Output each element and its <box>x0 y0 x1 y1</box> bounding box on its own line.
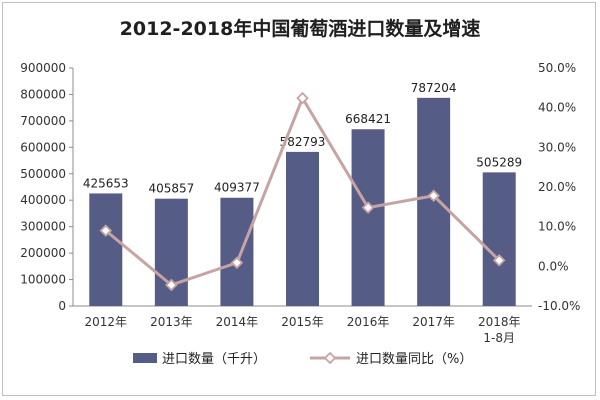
bar-value-label: 668421 <box>345 112 391 126</box>
x-tick-label: 2015年 <box>281 315 324 329</box>
bar <box>89 193 123 306</box>
left-tick-label: 600000 <box>20 140 66 154</box>
right-tick-label: 10.0% <box>538 220 576 234</box>
growth-point <box>361 201 375 214</box>
growth-point <box>99 224 113 237</box>
legend-line-marker <box>323 351 337 365</box>
right-tick-label: 20.0% <box>538 180 576 194</box>
bar-value-label: 409377 <box>214 181 260 195</box>
x-tick-label: 2012年 <box>85 315 128 329</box>
bar-value-label: 425653 <box>83 176 129 190</box>
left-tick-label: 400000 <box>20 193 66 207</box>
x-tick-label: 2016年 <box>347 315 390 329</box>
left-tick-label: 0 <box>58 299 66 313</box>
x-tick-label: 2017年 <box>412 315 455 329</box>
left-tick-label: 300000 <box>20 220 66 234</box>
right-tick-label: 50.0% <box>538 61 576 75</box>
bar-value-label: 582793 <box>280 135 326 149</box>
growth-point <box>296 91 309 105</box>
bar <box>351 129 385 306</box>
right-tick-label: 40.0% <box>538 101 576 115</box>
x-tick-label: 1-8月 <box>483 331 515 345</box>
growth-point <box>492 254 506 267</box>
legend-bar-label: 进口数量（千升） <box>162 352 266 367</box>
left-tick-label: 900000 <box>20 61 66 75</box>
x-tick-label: 2018年 <box>478 315 521 329</box>
right-tick-label: 0.0% <box>538 259 569 273</box>
bar <box>286 151 319 306</box>
left-tick-label: 100000 <box>20 273 66 287</box>
growth-point <box>230 256 244 270</box>
legend-line-label: 进口数量同比（%） <box>356 352 472 367</box>
x-tick-label: 2014年 <box>216 315 259 329</box>
legend-bar-swatch <box>133 353 157 363</box>
bar-value-label: 405857 <box>148 182 194 196</box>
right-tick-label: -10.0% <box>538 299 580 313</box>
growth-point <box>427 189 440 202</box>
left-tick-label: 700000 <box>20 114 66 128</box>
left-tick-label: 200000 <box>20 246 66 260</box>
growth-point <box>165 278 178 292</box>
bar <box>482 172 516 306</box>
bar-value-label: 505289 <box>476 155 522 169</box>
bar-value-label: 787204 <box>411 81 457 95</box>
left-tick-label: 800000 <box>20 87 66 101</box>
x-tick-label: 2013年 <box>150 315 193 329</box>
chart-title: 2012-2018年中国葡萄酒进口数量及增速 <box>119 18 481 40</box>
bar <box>220 197 254 306</box>
left-tick-label: 500000 <box>20 167 66 181</box>
right-tick-label: 30.0% <box>538 140 576 154</box>
